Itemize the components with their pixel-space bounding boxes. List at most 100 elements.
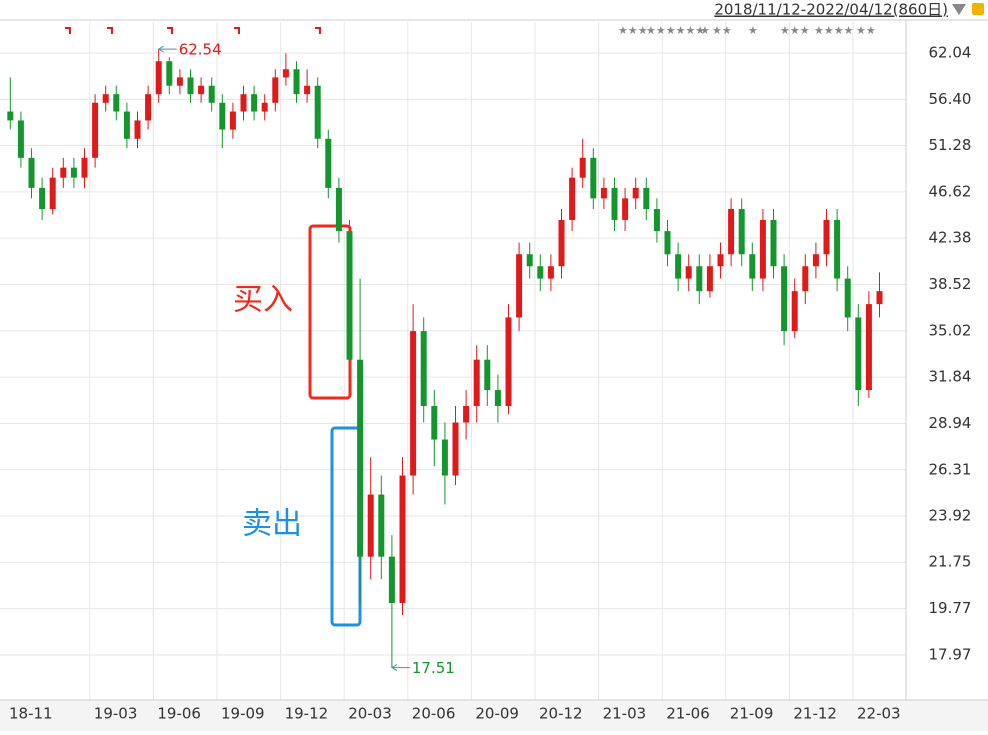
candle-body (357, 359, 364, 557)
candle-body (643, 187, 650, 210)
candle-body (314, 85, 321, 139)
candle-body (145, 94, 152, 121)
candle-body (113, 94, 120, 112)
annotation-label: 17.51 (412, 659, 455, 677)
candle-body (738, 209, 745, 255)
candle-body (420, 331, 427, 407)
dropdown-arrow[interactable] (952, 4, 966, 15)
candle-body (261, 102, 268, 112)
candle-body (187, 77, 194, 95)
candle-body (272, 77, 279, 103)
candle-body (728, 209, 735, 255)
star-marker: ★ (700, 24, 710, 37)
candle-body (251, 94, 258, 112)
candle-body (166, 61, 173, 86)
candle-body (717, 254, 724, 267)
y-tick-label: 17.97 (929, 645, 972, 663)
icon[interactable] (972, 3, 984, 15)
candle-body (134, 120, 141, 139)
star-marker: ★★ (856, 24, 876, 37)
candle-body (229, 111, 236, 130)
candle-body (155, 61, 162, 95)
y-tick-label: 56.40 (929, 90, 972, 108)
candle-body (632, 187, 639, 199)
sell-box (330, 426, 362, 627)
candle-body (622, 198, 629, 220)
x-axis-band (0, 700, 988, 731)
candle-body (781, 266, 788, 332)
star-marker: ★★★★★★ (646, 24, 705, 37)
x-tick-label: 19-09 (221, 705, 265, 723)
candle-body (537, 266, 544, 279)
star-marker: ★★★★ (814, 24, 854, 37)
star-marker: ★★★ (618, 24, 648, 37)
candle-body (791, 291, 798, 332)
candle-body (494, 390, 501, 407)
y-tick-label: 51.28 (929, 136, 972, 154)
date-range[interactable]: 2018/11/12-2022/04/12(860日) (714, 1, 948, 19)
y-tick-label: 42.38 (929, 229, 972, 247)
candle-body (547, 266, 554, 279)
candle-body (219, 102, 226, 130)
candle-body (176, 77, 183, 86)
candle-body (198, 85, 205, 95)
y-tick-label: 38.52 (929, 275, 972, 293)
star-marker: ★ (748, 24, 758, 37)
annotation-label: 62.54 (179, 41, 222, 59)
candle-body (39, 187, 46, 210)
candle-body (60, 167, 67, 178)
sell-label: 卖出 (242, 507, 302, 542)
candle-body (346, 231, 353, 360)
candle-body (410, 331, 417, 476)
y-tick-label: 62.04 (929, 44, 972, 62)
y-tick-label: 19.77 (929, 599, 972, 617)
candle-body (600, 187, 607, 199)
x-tick-label: 20-06 (412, 705, 456, 723)
candle-body (876, 291, 883, 305)
candle-body (240, 94, 247, 112)
candle-body (505, 317, 512, 407)
candle-body (463, 406, 470, 423)
candle-body (569, 177, 576, 220)
candle-body (293, 69, 300, 95)
y-tick-label: 31.84 (929, 368, 972, 386)
candle-body (123, 111, 130, 139)
candle-body (526, 254, 533, 267)
candle-body (558, 219, 565, 267)
candle-body (484, 359, 491, 391)
candle-body (102, 94, 109, 103)
candle-body (770, 219, 777, 267)
candle-body (378, 494, 385, 557)
y-tick-label: 23.92 (929, 507, 972, 525)
candle-body (844, 278, 851, 318)
candle-body (335, 187, 342, 232)
y-tick-label: 35.02 (929, 321, 972, 339)
candle-body (812, 254, 819, 267)
candle-body (590, 157, 597, 199)
x-tick-label: 21-03 (603, 705, 647, 723)
candle-body (706, 266, 713, 292)
candle-body (579, 157, 586, 178)
buy-label: 买入 (233, 283, 293, 318)
x-tick-label: 19-03 (94, 705, 138, 723)
candle-body (855, 317, 862, 391)
candle-body (452, 422, 459, 476)
y-tick-label: 21.75 (929, 553, 972, 571)
candle-body (823, 219, 830, 255)
candle-body (865, 304, 872, 391)
candle-body (7, 111, 14, 121)
x-tick-label: 20-12 (539, 705, 583, 723)
candle-body (516, 254, 523, 318)
candle-body (304, 85, 311, 95)
x-tick-label: 22-03 (857, 705, 901, 723)
candle-body (208, 85, 215, 103)
candle-body (282, 69, 289, 78)
candle-body (696, 266, 703, 292)
candle-body (388, 556, 395, 603)
star-marker: ★★ (712, 24, 732, 37)
candle-body (92, 102, 99, 158)
annotation-arrow (157, 45, 164, 53)
candle-body (834, 219, 841, 279)
candle-body (17, 120, 24, 158)
